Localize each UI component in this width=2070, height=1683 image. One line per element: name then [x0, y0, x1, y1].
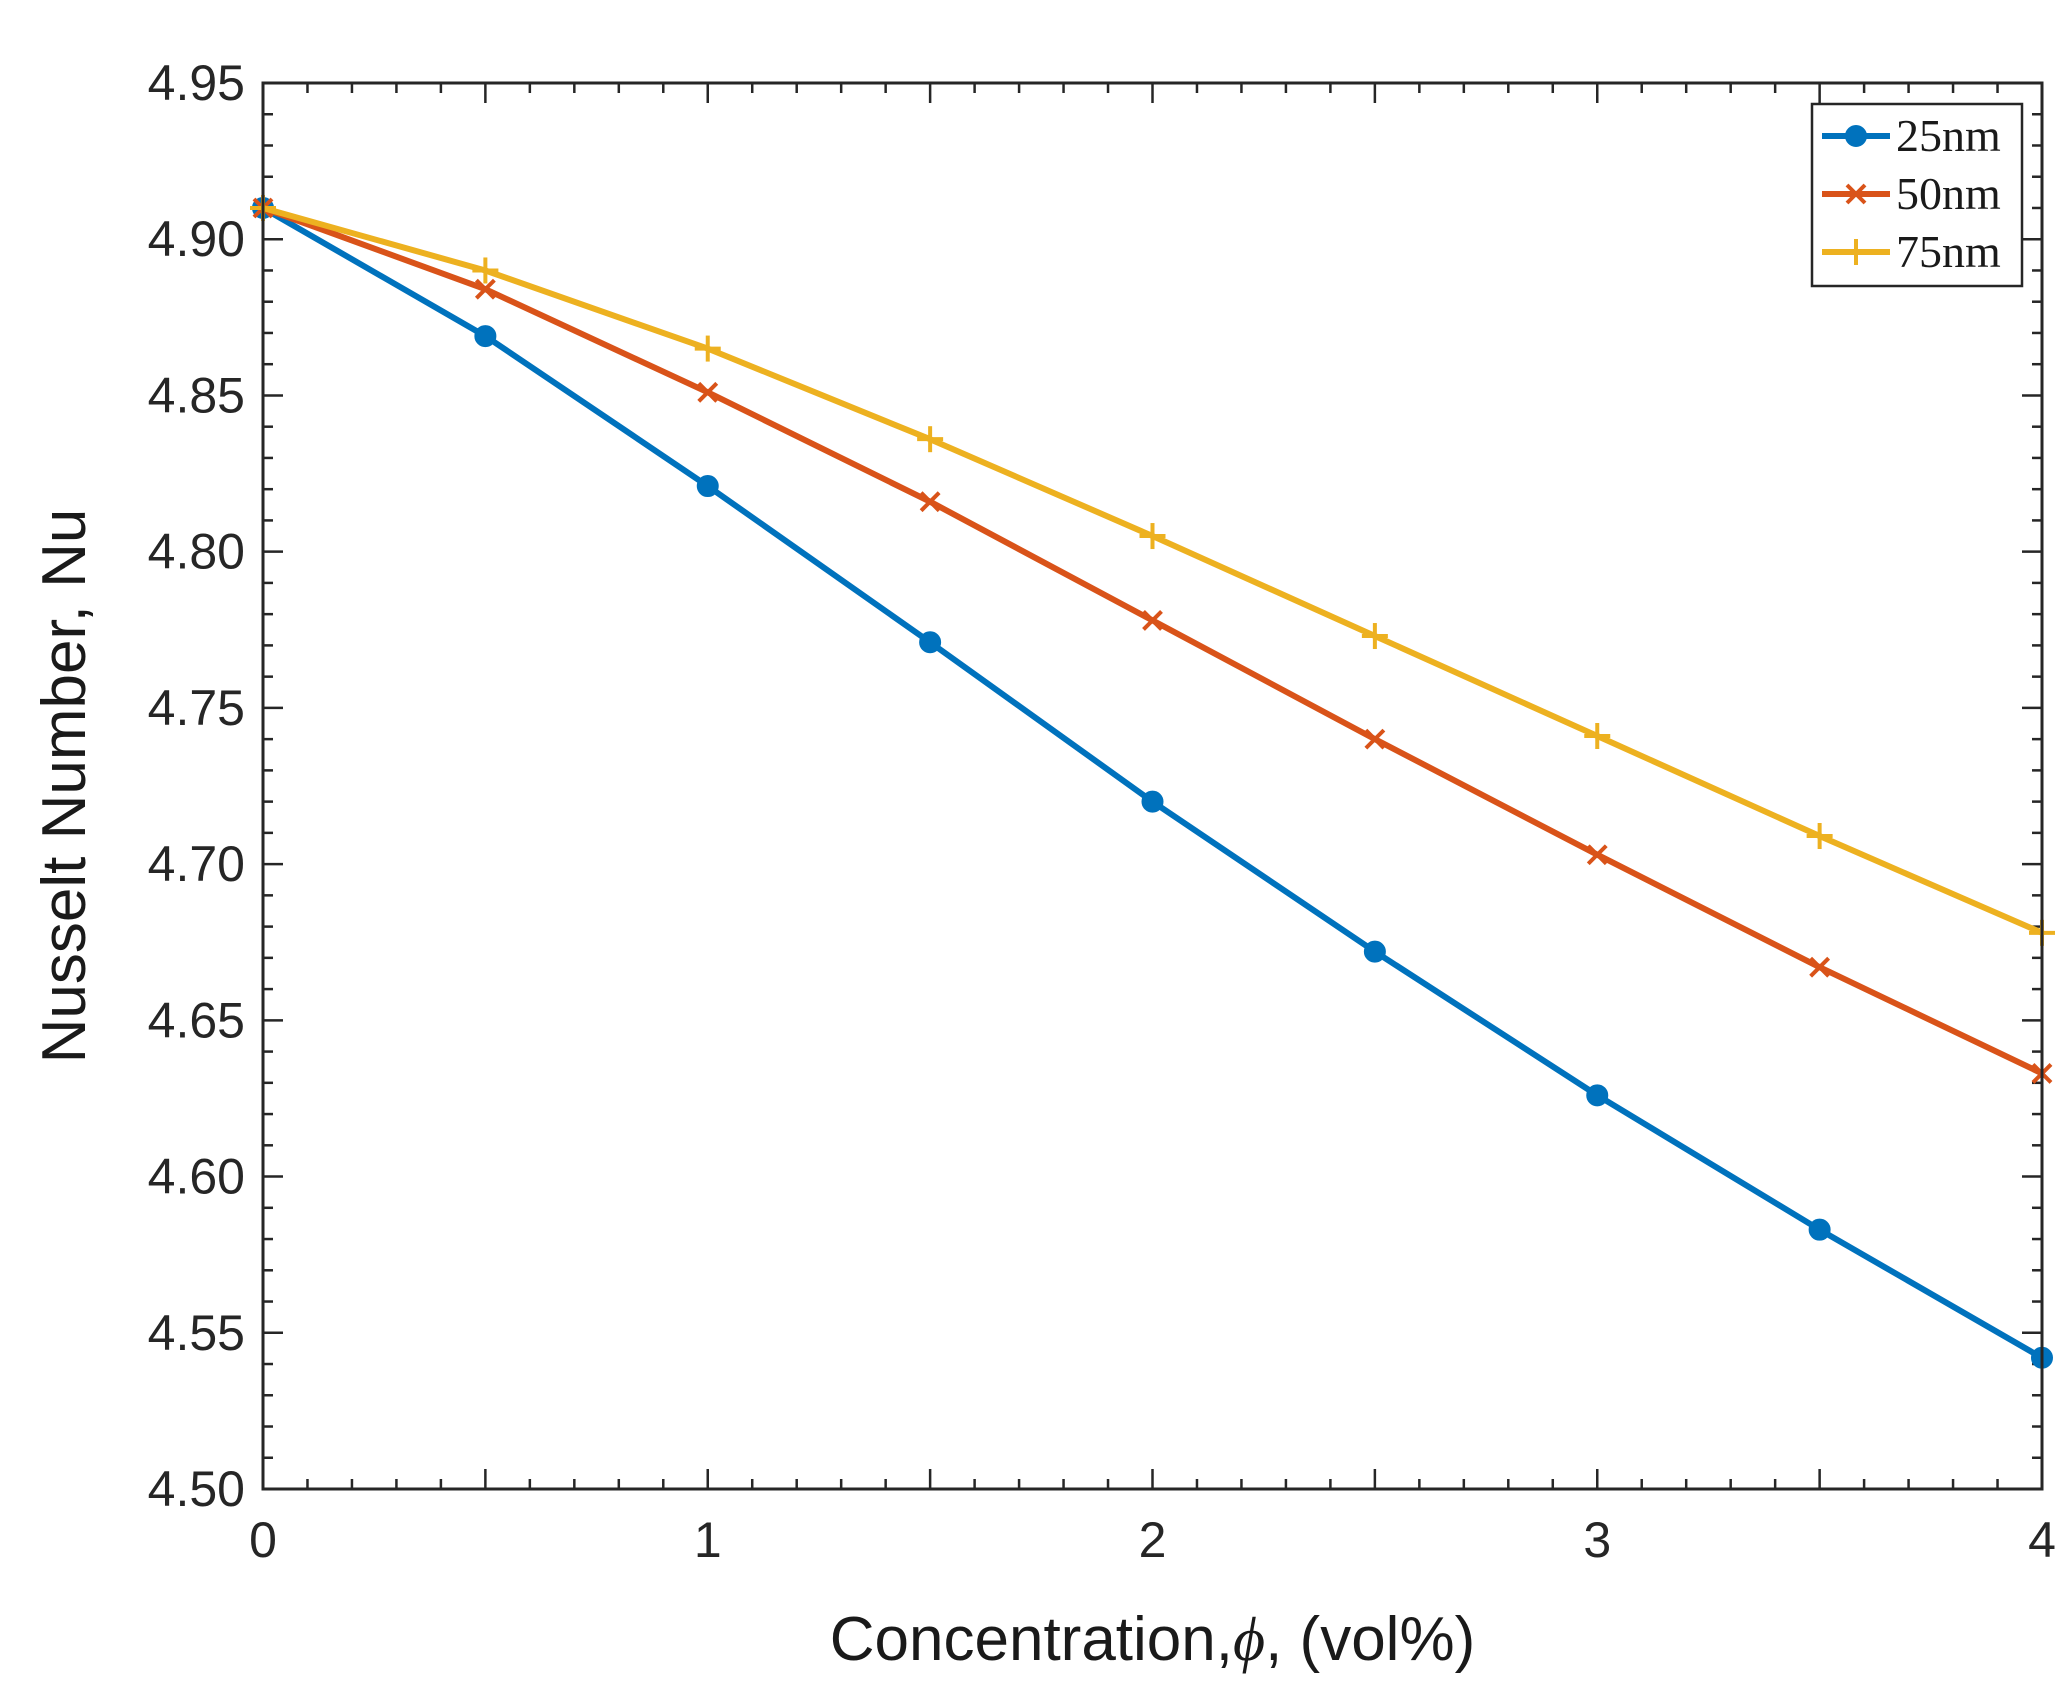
- data-point: [474, 325, 497, 348]
- x-tick-label: 2: [1139, 1512, 1167, 1568]
- data-point: [1845, 125, 1867, 147]
- x-axis-title-symbol: ϕ: [1233, 1606, 1265, 1674]
- data-point: [919, 491, 941, 513]
- data-point: [1363, 940, 1386, 963]
- y-tick-label: 4.55: [148, 1305, 245, 1361]
- data-point: [697, 381, 719, 403]
- y-tick-label: 4.80: [148, 524, 245, 580]
- x-axis-title-suffix: , (vol%): [1265, 1605, 1475, 1674]
- data-point-stroke: [1364, 728, 1386, 750]
- legend-label: 25nm: [1896, 110, 2001, 161]
- legend-item: 50nm: [1822, 168, 2001, 219]
- data-point: [1586, 1084, 1609, 1107]
- data-point: [1141, 790, 1164, 813]
- data-point-stroke: [1845, 183, 1867, 205]
- plot-frame: [261, 81, 2044, 1491]
- data-point: [1808, 1218, 1831, 1241]
- x-tick-label: 1: [694, 1512, 722, 1568]
- data-point-stroke: [1142, 609, 1163, 631]
- data-point: [1809, 956, 1831, 978]
- data-point: [1806, 822, 1833, 849]
- data-point: [1843, 239, 1869, 265]
- data-point: [917, 426, 944, 453]
- y-tick-label: 4.50: [148, 1461, 245, 1517]
- x-tick-label: 3: [1583, 1512, 1611, 1568]
- legend-label: 50nm: [1896, 168, 2001, 219]
- y-tick-label: 4.70: [148, 836, 245, 892]
- data-point: [919, 631, 942, 654]
- x-tick-labels: 0 1 2 3 4: [249, 1512, 2056, 1568]
- data-point: [1584, 723, 1611, 750]
- legend-item: 75nm: [1822, 226, 2001, 277]
- y-axis-title: Nusselt Number, Nu: [30, 509, 99, 1064]
- y-tick-label: 4.90: [148, 211, 245, 267]
- data-point-stroke: [1586, 844, 1608, 866]
- data-point-stroke: [919, 491, 941, 513]
- data-point: [1139, 523, 1166, 550]
- data-point-stroke: [697, 381, 719, 403]
- data-point: [1364, 728, 1386, 750]
- data-point: [1361, 623, 1388, 650]
- data-point: [694, 335, 721, 362]
- data-point: [1586, 844, 1608, 866]
- x-tick-label: 0: [249, 1512, 277, 1568]
- data-point: [472, 257, 499, 284]
- x-axis-title: Concentration,ϕ, (vol%): [830, 1605, 1475, 1674]
- y-tick-label: 4.75: [148, 680, 245, 736]
- x-axis-title-prefix: Concentration,: [830, 1605, 1233, 1674]
- data-point-stroke: [1809, 956, 1831, 978]
- y-tick-label: 4.60: [148, 1149, 245, 1205]
- data-point: [474, 278, 496, 300]
- y-tick-labels: 4.50 4.55 4.60 4.65 4.70 4.75 4.80 4.85 4.90 4.95: [148, 55, 245, 1517]
- data-point: [1845, 183, 1867, 205]
- data-point-stroke: [474, 278, 496, 300]
- data-point: [696, 475, 719, 498]
- y-tick-label: 4.95: [148, 55, 245, 111]
- y-tick-label: 4.85: [148, 367, 245, 423]
- legend-label: 75nm: [1896, 226, 2001, 277]
- y-tick-label: 4.65: [148, 992, 245, 1048]
- legend: 25nm 50nm 75nm: [1810, 102, 2024, 288]
- data-point: [1142, 609, 1163, 631]
- legend-item: 25nm: [1822, 110, 2001, 161]
- x-tick-label: 4: [2028, 1512, 2056, 1568]
